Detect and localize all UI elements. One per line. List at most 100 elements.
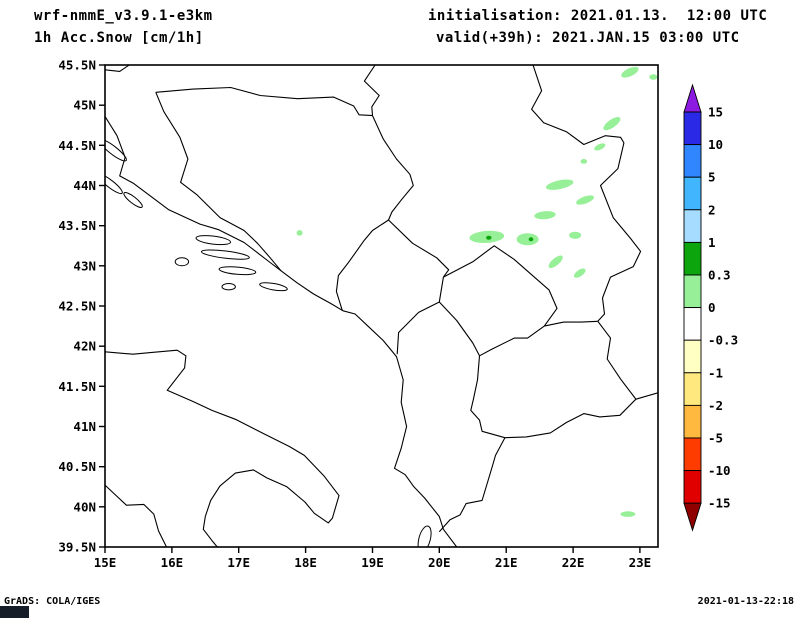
border-kosovo-serbia [443,245,558,327]
colorbar-label: 0.3 [708,268,731,283]
border-bosnia-montenegro [335,219,389,311]
border-bosnia-serbia [372,115,414,221]
x-axis-tick-label: 22E [562,555,585,570]
border-montenegro-serbia [388,219,450,278]
border-montenegro-albania [396,277,444,355]
snow-patch-core [528,237,534,242]
snow-patch [580,159,588,164]
x-axis-tick-label: 16E [161,555,184,570]
y-axis-tick-label: 40.5N [58,459,96,474]
adriatic-east-coastline [105,116,458,547]
x-axis-tick-label: 15E [94,555,117,570]
island-outline [105,138,127,162]
snow-patch [621,66,639,78]
y-axis-tick-label: 39.5N [58,540,96,555]
colorbar-label: -15 [708,496,731,511]
y-axis-tick-label: 45N [73,98,96,113]
snow-patch [296,230,303,236]
colorbar-label: 2 [708,202,716,217]
snow-patch [516,233,539,246]
y-axis-tick-label: 40N [73,499,96,514]
snow-patch [548,255,563,269]
y-axis-tick-label: 43.5N [58,218,96,233]
x-axis-tick-label: 18E [294,555,317,570]
colorbar-label: -1 [708,365,723,380]
colorbar-segment [683,470,702,504]
colorbar-segment [683,274,702,309]
colorbar-label: -10 [708,463,731,478]
plot-frame [104,64,659,548]
colorbar-label: -2 [708,398,723,413]
field-title: 1h Acc.Snow [cm/1h] [34,30,204,46]
snow-patch [569,231,582,239]
colorbar-label: 1 [708,235,716,250]
border-bosnia-north [155,86,373,117]
colorbar-segment [683,241,702,276]
border-macedonia-albania [470,355,506,439]
island-outline [195,235,232,246]
island-outline [259,282,288,292]
island-outline [174,257,190,267]
border-greece-bulgaria [635,392,658,400]
snow-patch [594,143,606,151]
init-time-label: initialisation: 2021.01.13. 12:00 UTC [428,8,768,24]
x-axis-tick-label: 21E [495,555,518,570]
colorbar-arrow-down-icon [683,502,702,532]
colorbar-segment [683,209,702,243]
island-outline [417,525,432,547]
colorbar-label: -5 [708,431,723,446]
colorbar-label: 0 [708,300,716,315]
snow-patch [545,179,574,190]
colorbar-segment [683,144,702,178]
border-croatia-bosnia-west [155,92,282,272]
border-slovenia-croatia [105,65,130,72]
snow-patch-core [486,235,492,240]
colorbar-segment [683,339,702,374]
colorbar-segment [683,176,702,211]
x-axis-tick-label: 17E [227,555,250,570]
colorbar-label: 5 [708,170,716,185]
snow-patch [649,74,658,80]
border-greece-macedonia [504,398,637,439]
border-croatia-serbia [363,65,380,116]
italy-tyrrhenian-coastline [105,484,167,547]
y-axis-tick-label: 45.5N [58,58,96,73]
island-outline [105,173,123,195]
colorbar-segment [683,372,702,406]
colorbar-arrow-up-icon [683,83,702,113]
border-serbia-macedonia [544,320,598,327]
snow-patch [576,195,595,205]
border-kosovo-albania [438,301,480,357]
border-serbia-romania-bulgaria [531,65,642,322]
x-axis-tick-label: 19E [361,555,384,570]
italy-adriatic-coastline [105,349,340,547]
y-axis-tick-label: 43N [73,258,96,273]
y-axis-tick-label: 44N [73,178,96,193]
border-greece-albania [438,437,506,533]
x-axis-tick-label: 20E [428,555,451,570]
island-outline [221,283,236,291]
y-axis-tick-label: 42N [73,339,96,354]
snow-patch [603,116,621,131]
y-axis-tick-label: 41N [73,419,96,434]
y-axis-tick-label: 42.5N [58,299,96,314]
y-axis-tick-label: 41.5N [58,379,96,394]
grads-credit: GrADS: COLA/IGES [4,596,101,607]
snow-patch [574,268,586,278]
border-kosovo-macedonia [479,325,545,357]
border-macedonia-bulgaria [597,320,637,400]
snow-patch [620,511,636,517]
island-outline [218,266,257,276]
colorbar-label: 10 [708,137,723,152]
model-title: wrf-nmmE_v3.9.1-e3km [34,8,213,24]
colorbar-label: -0.3 [708,333,738,348]
y-axis-tick-label: 44.5N [58,138,96,153]
valid-time-label: valid(+39h): 2021.JAN.15 03:00 UTC [436,30,740,46]
snow-patch [534,211,556,220]
island-outline [200,249,250,260]
creation-timestamp: 2021-01-13-22:18 [697,596,794,607]
x-axis-tick-label: 23E [629,555,652,570]
colorbar-segment [683,437,702,472]
